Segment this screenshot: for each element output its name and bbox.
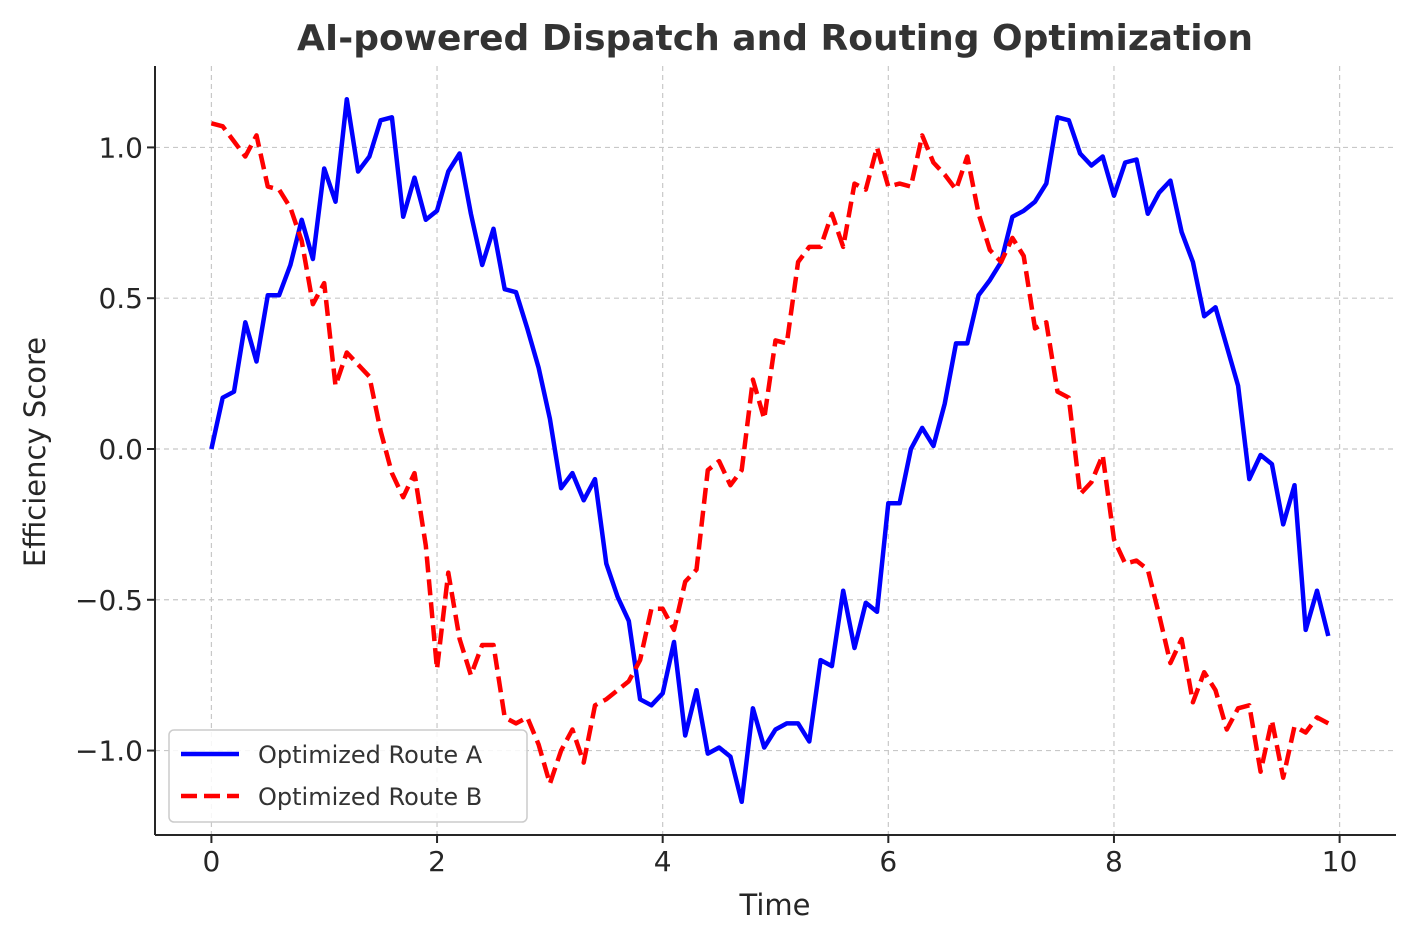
series-line-route-b [210,121,1330,786]
y-tick-label: 1.0 [98,131,143,164]
x-tick-label: 2 [428,845,446,878]
legend-label-route-a: Optimized Route A [258,741,483,769]
y-axis-label: Efficiency Score [18,337,52,567]
legend-box [168,729,528,823]
legend: Optimized Route A Optimized Route B [168,729,528,823]
x-tick-label: 8 [1105,845,1123,878]
x-axis-label: Time [739,888,811,922]
axes [154,66,1396,836]
series-lines [209,96,1331,805]
y-tick-label: −0.5 [75,584,143,617]
x-tick-label: 6 [879,845,897,878]
y-tick-label: 0.0 [98,433,143,466]
x-tick-label: 0 [202,845,220,878]
x-tick-label: 10 [1322,845,1358,878]
x-tick-label: 4 [654,845,672,878]
y-tick-label: 0.5 [98,282,143,315]
tick-labels: 0 2 4 6 8 10 1.0 0.5 0.0 −0.5 −1.0 [75,131,1357,878]
chart-title: AI-powered Dispatch and Routing Optimiza… [297,18,1253,59]
y-tick-label: −1.0 [75,735,143,768]
series-line-route-a [209,96,1331,805]
legend-label-route-b: Optimized Route B [258,783,482,811]
